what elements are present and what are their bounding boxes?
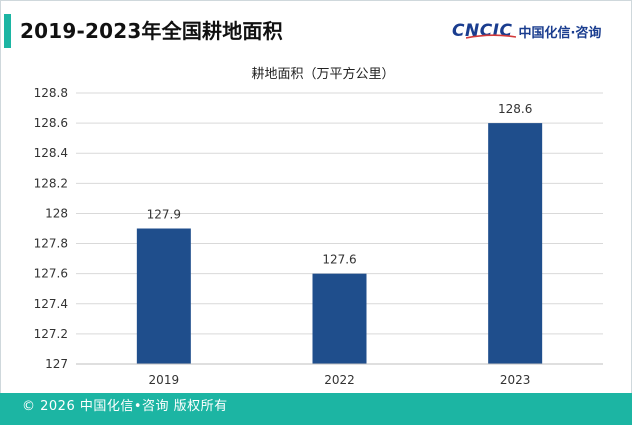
chart-title: 耕地面积（万平方公里） bbox=[251, 66, 394, 82]
y-tick-label: 127.2 bbox=[34, 327, 68, 341]
y-tick-label: 127.6 bbox=[34, 267, 68, 281]
y-tick-label: 127.4 bbox=[34, 297, 68, 311]
bar-2019 bbox=[136, 228, 191, 364]
y-tick-label: 128.8 bbox=[34, 86, 68, 100]
chart-data-labels: 127.9 127.6 128.6 bbox=[147, 102, 533, 267]
footer-bar: © 2026 中国化信•咨询 版权所有 bbox=[0, 393, 632, 425]
chart-bars bbox=[136, 123, 543, 364]
bar-2023 bbox=[488, 123, 543, 364]
y-tick-label: 128.6 bbox=[34, 116, 68, 130]
x-tick-label-2023: 2023 bbox=[500, 373, 531, 387]
y-axis: 127 127.2 127.4 127.6 127.8 128 128.2 128.4 128.… bbox=[34, 86, 68, 371]
y-tick-label: 128 bbox=[45, 206, 68, 220]
bar-chart: 耕地面积（万平方公里） 127127.2127.4127.6127.812812… bbox=[34, 66, 603, 387]
brand-logo: CNCIC 中国化信·咨询 bbox=[452, 18, 601, 44]
footer-copyright: © 2026 中国化信•咨询 版权所有 bbox=[22, 399, 228, 414]
y-tick-label: 127 bbox=[45, 357, 68, 371]
y-tick-label: 128.4 bbox=[34, 146, 68, 160]
page-title: 2019-2023年全国耕地面积 bbox=[20, 19, 283, 43]
title-accent-bar bbox=[4, 14, 11, 48]
y-tick-label: 128.2 bbox=[34, 176, 68, 190]
x-axis: 2019 2022 2023 bbox=[76, 363, 603, 387]
data-label-2019: 127.9 bbox=[147, 208, 181, 222]
data-label-2022: 127.6 bbox=[322, 253, 356, 267]
x-tick-label-2019: 2019 bbox=[149, 373, 180, 387]
data-label-2023: 128.6 bbox=[498, 102, 532, 116]
bar-2022 bbox=[312, 273, 367, 364]
brand-logo-text: 中国化信·咨询 bbox=[518, 25, 602, 41]
x-tick-label-2022: 2022 bbox=[324, 373, 355, 387]
y-tick-label: 127.8 bbox=[34, 237, 68, 251]
logo-swoosh-icon bbox=[466, 34, 516, 39]
